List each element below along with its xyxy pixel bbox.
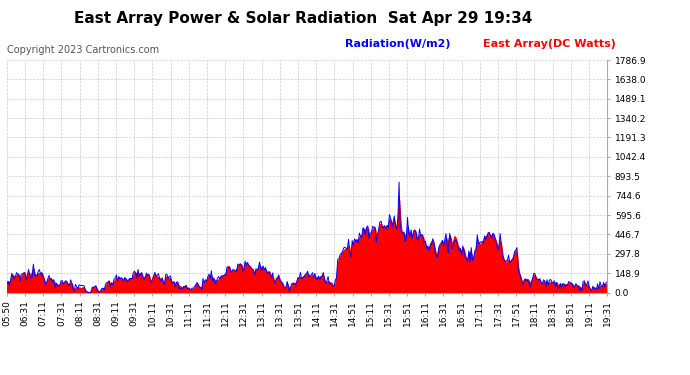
Text: Copyright 2023 Cartronics.com: Copyright 2023 Cartronics.com bbox=[7, 45, 159, 55]
Text: East Array Power & Solar Radiation  Sat Apr 29 19:34: East Array Power & Solar Radiation Sat A… bbox=[75, 11, 533, 26]
Text: East Array(DC Watts): East Array(DC Watts) bbox=[483, 39, 616, 50]
Text: Radiation(W/m2): Radiation(W/m2) bbox=[345, 39, 451, 50]
